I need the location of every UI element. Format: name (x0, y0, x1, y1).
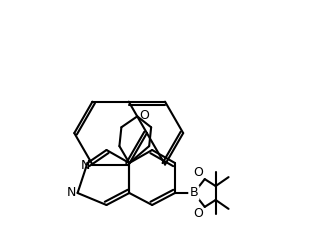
Text: O: O (194, 166, 204, 179)
Text: B: B (190, 187, 198, 199)
Text: O: O (194, 207, 204, 220)
Text: N: N (67, 187, 76, 199)
Text: N: N (81, 159, 90, 172)
Text: O: O (139, 109, 149, 122)
